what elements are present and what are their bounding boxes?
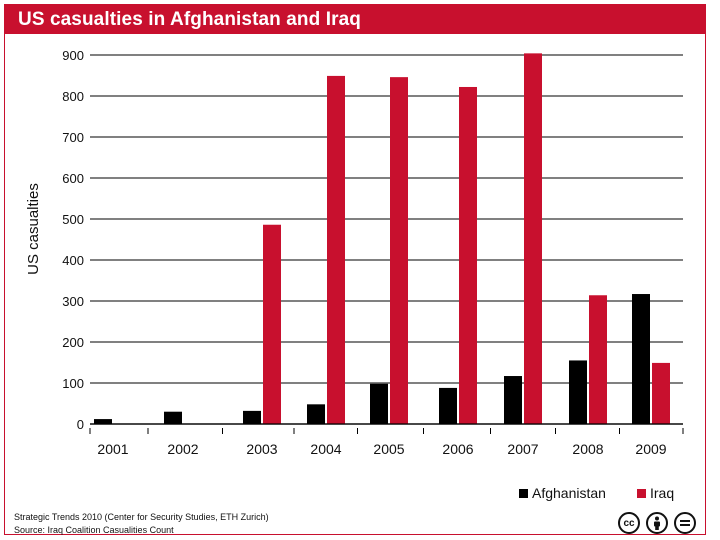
x-tick-label: 2005 xyxy=(373,441,404,457)
legend-afghanistan-label: Afghanistan xyxy=(532,485,606,501)
x-tick-label: 2004 xyxy=(310,441,341,457)
y-tick-label: 500 xyxy=(62,212,84,227)
y-tick-label: 600 xyxy=(62,171,84,186)
afghanistan-bar-2004 xyxy=(307,404,325,424)
afghanistan-bar-2009 xyxy=(632,294,650,424)
afghanistan-bar-2008 xyxy=(569,360,587,424)
x-tick-label: 2007 xyxy=(507,441,538,457)
iraq-bar-2008 xyxy=(589,295,607,424)
afghanistan-bar-2005 xyxy=(370,383,388,424)
iraq-bar-2004 xyxy=(327,75,345,424)
x-tick-label: 2002 xyxy=(167,441,198,457)
legend-afghanistan-swatch xyxy=(519,489,528,498)
iraq-bar-2006 xyxy=(459,86,477,424)
afghanistan-bar-2001 xyxy=(94,419,112,424)
title-bar: US casualties in Afghanistan and Iraq xyxy=(4,4,706,34)
legend-iraq-label: Iraq xyxy=(650,485,674,501)
x-tick-label: 2008 xyxy=(572,441,603,457)
y-tick-label: 800 xyxy=(62,89,84,104)
chart-title: US casualties in Afghanistan and Iraq xyxy=(18,9,361,30)
y-tick-label: 700 xyxy=(62,130,84,145)
afghanistan-bar-2006 xyxy=(439,387,457,424)
iraq-bar-2005 xyxy=(390,77,408,424)
y-tick-label: 400 xyxy=(62,253,84,268)
equals-icon xyxy=(680,520,690,526)
afghanistan-bar-2002 xyxy=(164,411,182,424)
attribution-icon xyxy=(646,512,668,534)
y-tick-label: 300 xyxy=(62,294,84,309)
y-tick-label: 200 xyxy=(62,335,84,350)
x-tick-label: 2001 xyxy=(97,441,128,457)
license-badges: cc xyxy=(618,512,696,534)
x-tick-label: 2006 xyxy=(442,441,473,457)
x-tick-label: 2003 xyxy=(246,441,277,457)
cc-icon: cc xyxy=(618,512,640,534)
chart-frame xyxy=(4,4,706,535)
y-tick-label: 100 xyxy=(62,376,84,391)
person-icon xyxy=(654,516,660,530)
y-axis-label: US casualties xyxy=(25,183,42,275)
iraq-bar-2007 xyxy=(524,53,542,425)
no-derivatives-icon xyxy=(674,512,696,534)
afghanistan-bar-2007 xyxy=(504,376,522,424)
legend-iraq-swatch xyxy=(637,489,646,498)
y-tick-label: 0 xyxy=(77,417,84,432)
source-citation: Source: Iraq Coalition Casualities Count xyxy=(14,525,174,535)
iraq-bar-2003 xyxy=(263,224,281,424)
iraq-bar-2009 xyxy=(652,362,670,424)
afghanistan-bar-2003 xyxy=(243,410,261,424)
source-credit: Strategic Trends 2010 (Center for Securi… xyxy=(14,512,269,522)
x-tick-label: 2009 xyxy=(635,441,666,457)
y-tick-label: 900 xyxy=(62,48,84,63)
